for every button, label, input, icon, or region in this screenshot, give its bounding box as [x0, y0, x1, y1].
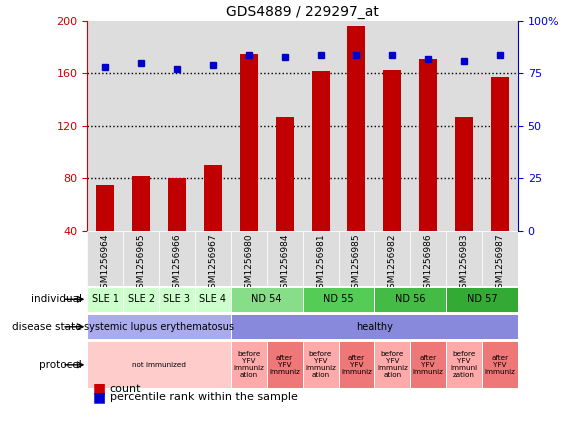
Bar [303, 231, 338, 286]
Bar [482, 21, 518, 231]
Text: ND 54: ND 54 [252, 294, 282, 304]
Bar [123, 21, 159, 231]
Bar [446, 287, 518, 312]
Text: SLE 4: SLE 4 [199, 294, 226, 304]
Text: GSM1256983: GSM1256983 [459, 233, 468, 294]
Bar [419, 59, 437, 283]
Bar [374, 231, 410, 286]
Text: after
YFV
immuniz: after YFV immuniz [269, 355, 300, 375]
Text: before
YFV
immuniz
ation: before YFV immuniz ation [233, 352, 264, 378]
Bar [96, 185, 114, 283]
Bar [123, 287, 159, 312]
Text: after
YFV
immuniz: after YFV immuniz [485, 355, 516, 375]
Bar [347, 26, 365, 283]
Bar [491, 77, 509, 283]
Bar [195, 231, 231, 286]
Text: before
YFV
immuni
zation: before YFV immuni zation [450, 352, 477, 378]
Bar [231, 314, 518, 339]
Text: ■: ■ [93, 390, 106, 404]
Text: ND 56: ND 56 [395, 294, 426, 304]
Bar [132, 176, 150, 283]
Bar [87, 314, 231, 339]
Bar [303, 287, 374, 312]
Bar [195, 21, 231, 231]
Bar [123, 231, 159, 286]
Bar [410, 341, 446, 388]
Bar [87, 287, 123, 312]
Text: SLE 1: SLE 1 [92, 294, 119, 304]
Bar [338, 341, 374, 388]
Text: healthy: healthy [356, 322, 393, 332]
Text: systemic lupus erythematosus: systemic lupus erythematosus [84, 322, 234, 332]
Text: GSM1256966: GSM1256966 [172, 233, 181, 294]
Bar [374, 21, 410, 231]
Text: after
YFV
immuniz: after YFV immuniz [413, 355, 444, 375]
Bar [446, 21, 482, 231]
Text: disease state: disease state [12, 322, 82, 332]
Text: GSM1256986: GSM1256986 [424, 233, 433, 294]
Bar [482, 341, 518, 388]
Bar [87, 341, 231, 388]
Text: before
YFV
immuniz
ation: before YFV immuniz ation [305, 352, 336, 378]
Bar [446, 231, 482, 286]
Text: GSM1256980: GSM1256980 [244, 233, 253, 294]
Bar [168, 178, 186, 283]
Text: SLE 3: SLE 3 [163, 294, 190, 304]
Text: protocol: protocol [39, 360, 82, 370]
Bar [446, 341, 482, 388]
Bar [87, 21, 123, 231]
Text: GSM1256987: GSM1256987 [495, 233, 504, 294]
Text: GSM1256967: GSM1256967 [208, 233, 217, 294]
Bar [267, 231, 303, 286]
Bar [338, 21, 374, 231]
Text: individual: individual [30, 294, 82, 304]
Title: GDS4889 / 229297_at: GDS4889 / 229297_at [226, 5, 379, 19]
Bar [374, 287, 446, 312]
Bar [410, 21, 446, 231]
Bar [204, 165, 222, 283]
Text: after
YFV
immuniz: after YFV immuniz [341, 355, 372, 375]
Bar [231, 287, 303, 312]
Bar [276, 117, 294, 283]
Bar [231, 341, 267, 388]
Bar [311, 71, 329, 283]
Bar [410, 231, 446, 286]
Text: GSM1256982: GSM1256982 [388, 233, 397, 294]
Text: ■: ■ [93, 382, 106, 396]
Text: percentile rank within the sample: percentile rank within the sample [110, 392, 298, 402]
Bar [240, 54, 258, 283]
Bar [159, 21, 195, 231]
Bar [383, 69, 401, 283]
Text: GSM1256965: GSM1256965 [137, 233, 146, 294]
Text: GSM1256964: GSM1256964 [101, 233, 110, 294]
Bar [159, 287, 195, 312]
Bar [374, 341, 410, 388]
Bar [303, 21, 338, 231]
Bar [267, 341, 303, 388]
Text: GSM1256985: GSM1256985 [352, 233, 361, 294]
Text: SLE 2: SLE 2 [128, 294, 155, 304]
Text: ND 55: ND 55 [323, 294, 354, 304]
Text: not immunized: not immunized [132, 362, 186, 368]
Bar [482, 231, 518, 286]
Text: ND 57: ND 57 [467, 294, 497, 304]
Bar [231, 231, 267, 286]
Bar [159, 231, 195, 286]
Bar [303, 341, 338, 388]
Text: GSM1256984: GSM1256984 [280, 233, 289, 294]
Text: count: count [110, 384, 141, 394]
Bar [338, 231, 374, 286]
Bar [195, 287, 231, 312]
Bar [267, 21, 303, 231]
Text: GSM1256981: GSM1256981 [316, 233, 325, 294]
Bar [455, 117, 473, 283]
Bar [87, 231, 123, 286]
Text: before
YFV
immuniz
ation: before YFV immuniz ation [377, 352, 408, 378]
Bar [231, 21, 267, 231]
